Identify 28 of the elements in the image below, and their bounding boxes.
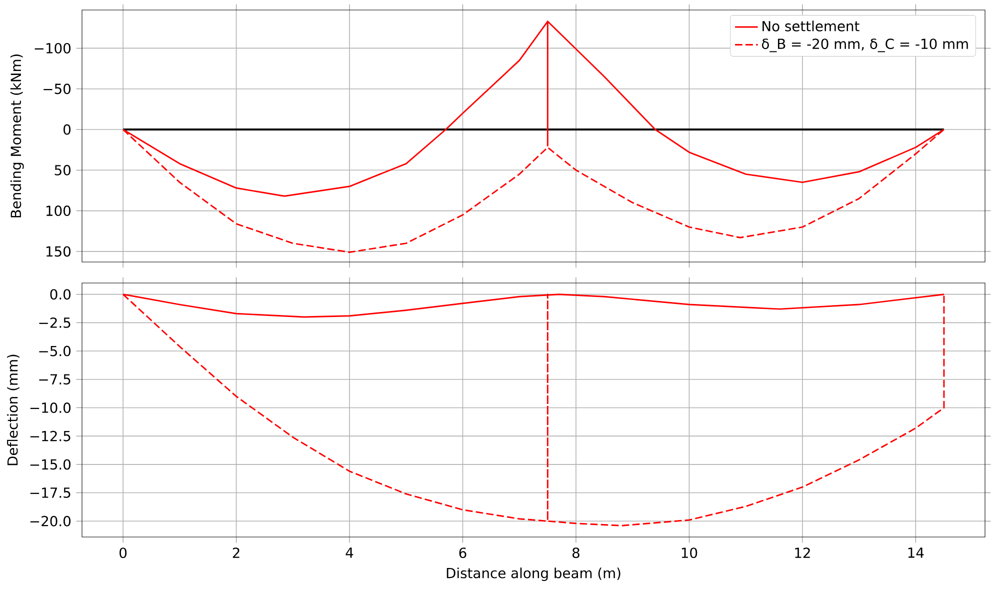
y-tick-label: −17.5: [30, 488, 70, 498]
y-axis-title: Bending Moment (kNm): [10, 54, 24, 218]
x-tick-label: 10: [682, 548, 698, 558]
y-tick-label: −15.0: [30, 459, 71, 470]
x-axis-title: Distance along beam (m): [446, 568, 620, 581]
y-tick-label: 100: [46, 206, 70, 216]
legend-label: δ_B = -20 mm, δ_C = -10 mm: [762, 38, 968, 52]
y-tick-label: −5.0: [39, 346, 71, 356]
y-tick-label: −100: [34, 42, 71, 54]
x-tick-label: 0: [120, 548, 127, 558]
x-tick-label: 2: [232, 548, 240, 558]
x-tick-label: 14: [908, 548, 924, 558]
x-tick-label: 4: [346, 548, 354, 558]
x-tick-label: 12: [795, 548, 810, 558]
y-tick-label: 0: [64, 124, 71, 135]
y-axis-title: Deflection (mm): [7, 354, 20, 466]
x-tick-label: 8: [572, 548, 580, 558]
y-tick-label: 150: [46, 246, 70, 257]
y-tick-label: 50: [54, 164, 71, 176]
legend-label: No settlement: [762, 20, 860, 32]
y-tick-label: −50: [44, 84, 71, 94]
x-tick-label: 6: [459, 548, 466, 558]
y-tick-label: 0.0: [50, 289, 71, 300]
y-tick-label: −10.0: [30, 402, 71, 413]
y-tick-label: −12.5: [30, 430, 70, 442]
y-tick-label: −7.5: [39, 374, 70, 385]
y-tick-label: −2.5: [39, 317, 70, 328]
y-tick-label: −20.0: [30, 516, 71, 526]
